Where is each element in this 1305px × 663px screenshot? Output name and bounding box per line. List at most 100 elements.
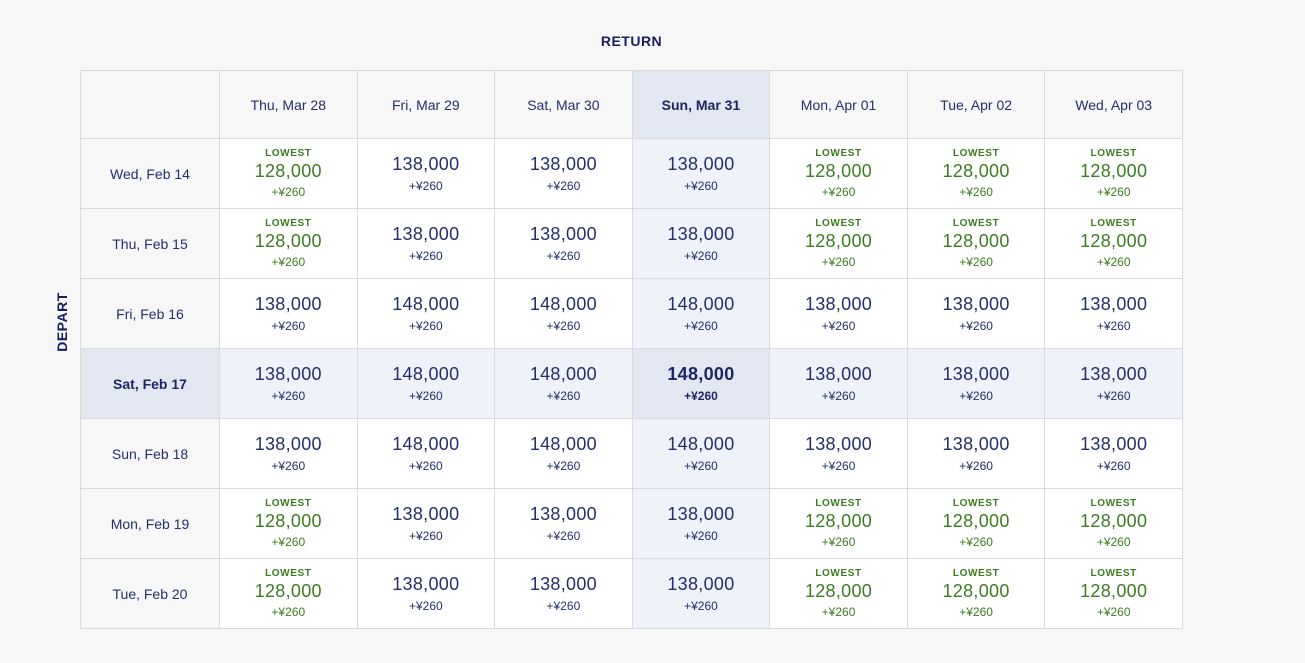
fare-cell[interactable]: LOWEST 128,000 +¥260 bbox=[769, 488, 908, 559]
fare-row: Sat, Feb 17 138,000 +¥260 148,000 +¥260 148,0… bbox=[80, 348, 1183, 419]
fare-cell[interactable]: 148,000 +¥260 bbox=[356, 418, 496, 489]
fare-price: 148,000 bbox=[392, 364, 460, 385]
fare-cell[interactable]: LOWEST 128,000 +¥260 bbox=[769, 138, 908, 209]
fare-cell[interactable]: 138,000 +¥260 bbox=[494, 488, 633, 559]
fare-cell[interactable]: 138,000 +¥260 bbox=[769, 418, 908, 489]
fare-cell[interactable]: 138,000 +¥260 bbox=[1044, 418, 1183, 489]
fare-price: 128,000 bbox=[942, 230, 1010, 251]
fare-cell[interactable]: LOWEST 128,000 +¥260 bbox=[219, 138, 358, 209]
depart-date-header: Mon, Feb 19 bbox=[80, 488, 220, 559]
fare-cell[interactable]: 138,000 +¥260 bbox=[631, 138, 771, 209]
return-date-header: Sat, Mar 30 bbox=[494, 70, 633, 139]
fare-cell[interactable]: LOWEST 128,000 +¥260 bbox=[1044, 488, 1183, 559]
fare-surcharge: +¥260 bbox=[1096, 388, 1131, 403]
fare-cell[interactable]: LOWEST 128,000 +¥260 bbox=[906, 208, 1046, 279]
fare-cell[interactable]: LOWEST 128,000 +¥260 bbox=[219, 558, 358, 629]
fare-cell[interactable]: 138,000 +¥260 bbox=[356, 488, 496, 559]
lowest-badge: LOWEST bbox=[815, 497, 862, 509]
fare-cell[interactable]: 148,000 +¥260 bbox=[356, 348, 496, 419]
fare-cell[interactable]: LOWEST 128,000 +¥260 bbox=[906, 488, 1046, 559]
fare-grid-body: Wed, Feb 14 LOWEST 128,000 +¥260 138,000 +¥26… bbox=[80, 138, 1183, 629]
return-date-header: Tue, Apr 02 bbox=[906, 70, 1046, 139]
fare-cell[interactable]: 138,000 +¥260 bbox=[356, 208, 496, 279]
lowest-badge: LOWEST bbox=[815, 217, 862, 229]
fare-cell[interactable]: 138,000 +¥260 bbox=[494, 138, 633, 209]
fare-cell[interactable]: LOWEST 128,000 +¥260 bbox=[906, 138, 1046, 209]
fare-row: Wed, Feb 14 LOWEST 128,000 +¥260 138,000 +¥26… bbox=[80, 138, 1183, 209]
fare-surcharge: +¥260 bbox=[408, 598, 443, 613]
fare-cell[interactable]: 138,000 +¥260 bbox=[356, 558, 496, 629]
fare-price: 138,000 bbox=[667, 224, 735, 245]
fare-surcharge: +¥260 bbox=[408, 458, 443, 473]
fare-cell[interactable]: 138,000 +¥260 bbox=[631, 558, 771, 629]
fare-cell[interactable]: 138,000 +¥260 bbox=[906, 278, 1046, 349]
fare-cell[interactable]: 138,000 +¥260 bbox=[1044, 348, 1183, 419]
fare-cell[interactable]: 138,000 +¥260 bbox=[906, 348, 1046, 419]
fare-price: 128,000 bbox=[254, 160, 322, 181]
lowest-badge: LOWEST bbox=[815, 147, 862, 159]
fare-cell[interactable]: LOWEST 128,000 +¥260 bbox=[769, 558, 908, 629]
fare-surcharge: +¥260 bbox=[821, 458, 856, 473]
fare-price: 148,000 bbox=[392, 434, 460, 455]
fare-cell[interactable]: 138,000 +¥260 bbox=[219, 418, 358, 489]
fare-price: 128,000 bbox=[1080, 510, 1148, 531]
lowest-badge: LOWEST bbox=[952, 497, 1000, 509]
fare-row: Fri, Feb 16 138,000 +¥260 148,000 +¥260 148,0… bbox=[80, 278, 1183, 349]
return-date-header: Thu, Mar 28 bbox=[219, 70, 358, 139]
lowest-badge: LOWEST bbox=[265, 217, 312, 229]
fare-surcharge: +¥260 bbox=[684, 248, 718, 263]
fare-surcharge: +¥260 bbox=[546, 178, 581, 193]
selected-fare-cell[interactable]: 148,000 +¥260 bbox=[631, 348, 771, 419]
fare-price: 138,000 bbox=[1080, 364, 1148, 385]
fare-price: 138,000 bbox=[804, 294, 873, 315]
fare-cell[interactable]: 138,000 +¥260 bbox=[906, 418, 1046, 489]
fare-cell[interactable]: 148,000 +¥260 bbox=[494, 418, 633, 489]
fare-price: 128,000 bbox=[804, 580, 873, 601]
lowest-badge: LOWEST bbox=[1090, 147, 1137, 159]
fare-cell[interactable]: LOWEST 128,000 +¥260 bbox=[219, 208, 358, 279]
fare-cell[interactable]: 138,000 +¥260 bbox=[356, 138, 496, 209]
fare-price: 138,000 bbox=[942, 434, 1010, 455]
fare-price: 148,000 bbox=[667, 434, 735, 455]
fare-cell[interactable]: 148,000 +¥260 bbox=[356, 278, 496, 349]
fare-cell[interactable]: 138,000 +¥260 bbox=[219, 278, 358, 349]
fare-surcharge: +¥260 bbox=[959, 535, 993, 550]
fare-price: 128,000 bbox=[804, 160, 873, 181]
fare-cell[interactable]: LOWEST 128,000 +¥260 bbox=[1044, 138, 1183, 209]
fare-cell[interactable]: 138,000 +¥260 bbox=[219, 348, 358, 419]
fare-cell[interactable]: 138,000 +¥260 bbox=[1044, 278, 1183, 349]
fare-cell[interactable]: 148,000 +¥260 bbox=[494, 348, 633, 419]
fare-cell[interactable]: LOWEST 128,000 +¥260 bbox=[219, 488, 358, 559]
fare-cell[interactable]: 138,000 +¥260 bbox=[494, 558, 633, 629]
fare-cell[interactable]: LOWEST 128,000 +¥260 bbox=[906, 558, 1046, 629]
fare-price: 138,000 bbox=[667, 574, 735, 595]
fare-cell[interactable]: 148,000 +¥260 bbox=[631, 418, 771, 489]
fare-cell[interactable]: LOWEST 128,000 +¥260 bbox=[1044, 558, 1183, 629]
fare-price: 138,000 bbox=[1080, 294, 1148, 315]
fare-price: 138,000 bbox=[392, 224, 460, 245]
return-date-header-row: Thu, Mar 28 Fri, Mar 29 Sat, Mar 30 Sun, Ma… bbox=[80, 70, 1183, 139]
fare-cell[interactable]: LOWEST 128,000 +¥260 bbox=[769, 208, 908, 279]
fare-cell[interactable]: LOWEST 128,000 +¥260 bbox=[1044, 208, 1183, 279]
fare-surcharge: +¥260 bbox=[684, 458, 718, 473]
fare-price: 138,000 bbox=[254, 434, 322, 455]
fare-surcharge: +¥260 bbox=[821, 535, 856, 550]
fare-cell[interactable]: 138,000 +¥260 bbox=[631, 208, 771, 279]
lowest-badge: LOWEST bbox=[1090, 217, 1137, 229]
fare-surcharge: +¥260 bbox=[1096, 318, 1131, 333]
fare-surcharge: +¥260 bbox=[1096, 255, 1131, 270]
fare-surcharge: +¥260 bbox=[821, 388, 856, 403]
fare-surcharge: +¥260 bbox=[271, 605, 306, 620]
lowest-badge: LOWEST bbox=[1090, 567, 1137, 579]
fare-surcharge: +¥260 bbox=[684, 388, 718, 403]
fare-cell[interactable]: 148,000 +¥260 bbox=[494, 278, 633, 349]
fare-surcharge: +¥260 bbox=[1096, 185, 1131, 200]
fare-cell[interactable]: 138,000 +¥260 bbox=[494, 208, 633, 279]
fare-cell[interactable]: 138,000 +¥260 bbox=[769, 348, 908, 419]
fare-surcharge: +¥260 bbox=[959, 388, 993, 403]
fare-cell[interactable]: 138,000 +¥260 bbox=[769, 278, 908, 349]
fare-price: 138,000 bbox=[667, 154, 735, 175]
lowest-badge: LOWEST bbox=[952, 567, 1000, 579]
fare-cell[interactable]: 148,000 +¥260 bbox=[631, 278, 771, 349]
fare-cell[interactable]: 138,000 +¥260 bbox=[631, 488, 771, 559]
